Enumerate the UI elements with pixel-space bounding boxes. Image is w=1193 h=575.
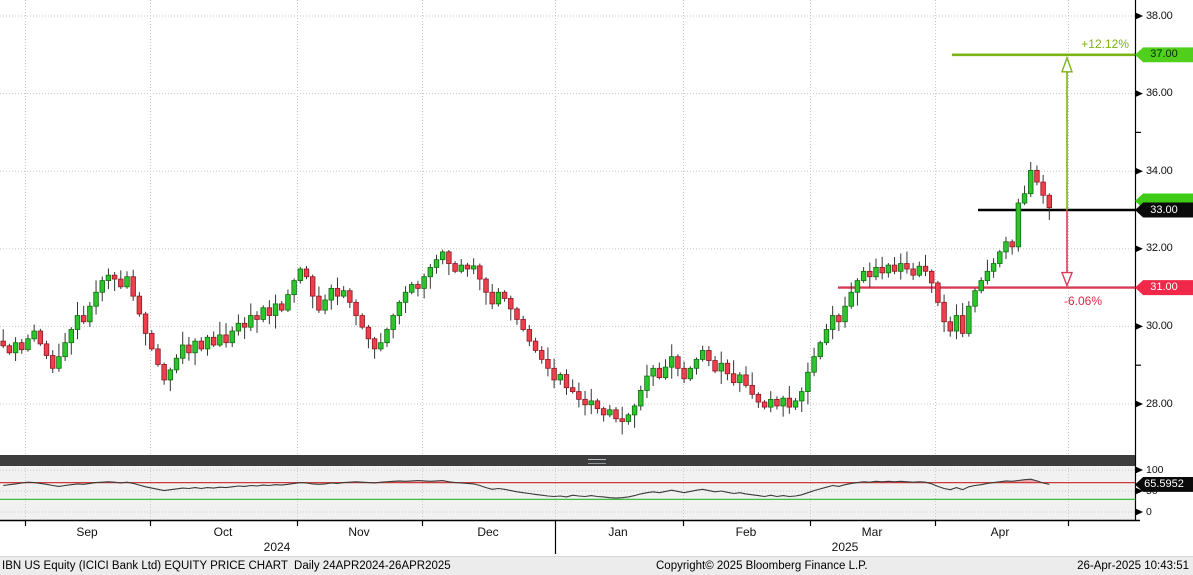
price-axis-label: 30.00: [1146, 319, 1173, 332]
lower-stop-badge: 31.00: [1135, 280, 1193, 296]
status-bar: IBN US Equity (ICICI Bank Ltd) EQUITY PR…: [0, 556, 1193, 575]
year-label-2025: 2025: [831, 540, 859, 554]
panel-divider[interactable]: [0, 455, 1135, 466]
lower-change-label: -6.06%: [1064, 294, 1103, 308]
price-axis-label: 38.00: [1146, 9, 1173, 22]
divider-grip-icon[interactable]: [588, 459, 606, 464]
overbought-fill: [24, 479, 1042, 483]
month-label-mar: Mar: [861, 525, 883, 539]
chart-title-text: IBN US Equity (ICICI Bank Ltd) EQUITY PR…: [2, 560, 451, 572]
indicator-value-badge: 65.5952: [1135, 476, 1193, 492]
price-axis-label: 36.00: [1146, 87, 1173, 100]
month-label-nov: Nov: [348, 525, 370, 539]
up-arrow-head-icon: [1061, 55, 1073, 73]
candles: [0, 162, 1053, 435]
indicator-axis-label: 0: [1146, 506, 1152, 518]
base-level-badge: 33.00: [1135, 202, 1193, 218]
indicator-line: [3, 478, 1050, 499]
indicator-panel-background: [0, 466, 1135, 520]
copyright-text: Copyright© 2025 Bloomberg Finance L.P.: [656, 560, 868, 572]
month-label-oct: Oct: [213, 525, 233, 539]
upper-target-badge: 37.00: [1135, 47, 1193, 63]
month-label-dec: Dec: [477, 525, 499, 539]
upper-change-label: +12.12%: [1081, 37, 1129, 51]
price-axis-label: 32.00: [1146, 242, 1173, 255]
down-arrow-head-icon: [1060, 271, 1074, 288]
month-label-feb: Feb: [735, 525, 757, 539]
price-axis-label: 34.00: [1146, 164, 1173, 177]
month-label-apr: Apr: [990, 525, 1010, 539]
month-label-jan: Jan: [608, 525, 628, 539]
year-label-2024: 2024: [263, 540, 291, 554]
month-label-sep: Sep: [76, 525, 98, 539]
timestamp-text: 26-Apr-2025 10:43:51: [1077, 560, 1189, 572]
indicator-axis-label: 100: [1146, 464, 1164, 476]
price-axis-label: 28.00: [1146, 397, 1173, 410]
